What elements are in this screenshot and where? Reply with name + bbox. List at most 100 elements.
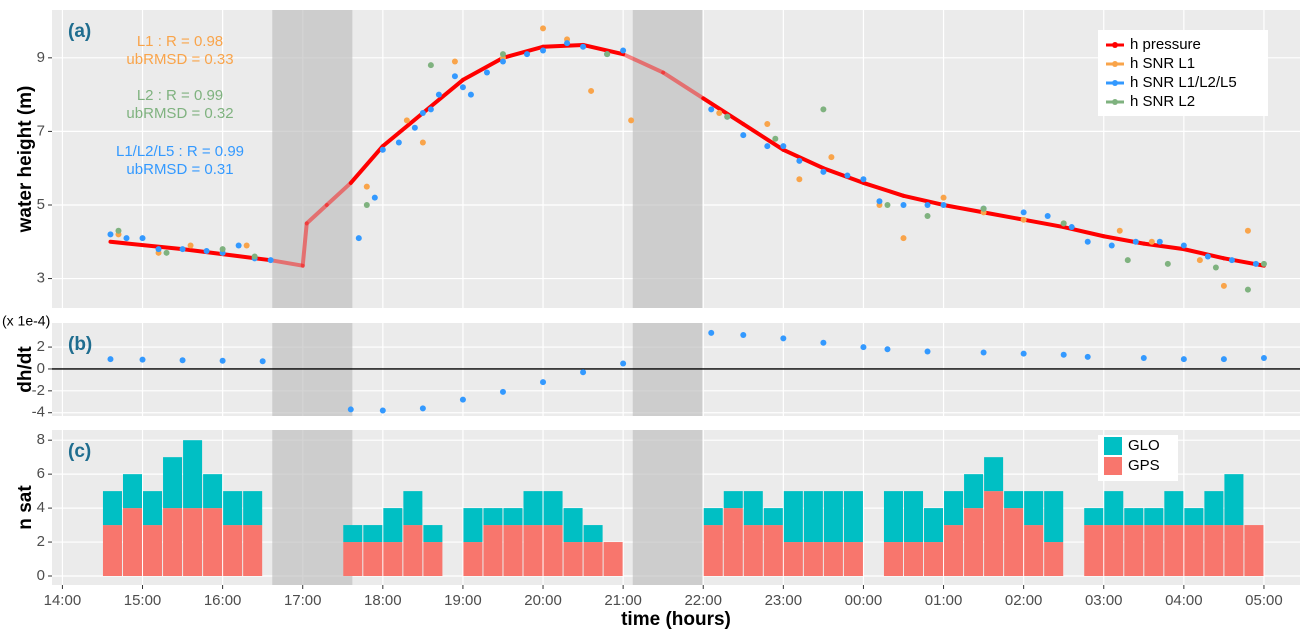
point (876, 198, 883, 205)
bar-segment (183, 508, 203, 577)
point (1044, 213, 1051, 220)
point (403, 117, 410, 124)
point (940, 201, 947, 208)
point (540, 379, 547, 386)
bar-segment (423, 525, 443, 543)
point (764, 143, 771, 150)
x-tick-label: 16:00 (204, 592, 242, 609)
pressure-line (1181, 247, 1226, 261)
point (540, 25, 547, 32)
point (267, 257, 274, 264)
pressure-line (941, 202, 986, 215)
bar-segment (703, 525, 723, 577)
y-tick-label: 8 (37, 431, 45, 448)
point (1228, 257, 1235, 264)
bar-segment (1084, 508, 1104, 526)
bar-segment (483, 525, 503, 577)
bar-segment (163, 457, 183, 509)
pressure-line (304, 202, 329, 226)
y-tick-label: 2 (37, 338, 45, 355)
bar-segment (964, 508, 984, 577)
bar-segment (843, 542, 863, 577)
point (123, 235, 130, 242)
y-axis-title: water height (m) (15, 86, 36, 234)
bar-segment (843, 491, 863, 543)
annotation: ubRMSD = 0.31 (126, 161, 233, 178)
bar-segment (1004, 508, 1024, 577)
bar-segment (463, 542, 483, 577)
legend-swatch (1104, 457, 1122, 475)
bar-segment (243, 525, 263, 577)
pressure-line (541, 42, 586, 49)
x-tick-label: 17:00 (284, 592, 322, 609)
point (1180, 356, 1187, 363)
bar-segment (343, 525, 363, 543)
bar-segment (122, 474, 143, 509)
point (499, 388, 506, 395)
pressure-line (324, 180, 353, 207)
x-tick-label: 22:00 (684, 592, 722, 609)
bar-segment (543, 525, 563, 577)
point (1020, 350, 1027, 357)
pressure-line (621, 52, 666, 75)
point (980, 205, 987, 212)
point (179, 246, 186, 253)
point (540, 47, 547, 54)
bar-segment (1044, 542, 1064, 577)
pressure-line (581, 42, 626, 57)
point (115, 227, 122, 234)
bar-segment (903, 542, 924, 577)
point (1124, 257, 1131, 264)
point (459, 396, 466, 403)
bar-segment (1144, 508, 1164, 526)
point (1020, 209, 1027, 216)
point (580, 369, 587, 376)
pressure-line (901, 193, 946, 207)
bar-segment (944, 491, 964, 526)
y-axis-title: dh/dt (15, 346, 36, 393)
point (1132, 238, 1139, 245)
point (1108, 242, 1115, 249)
point (219, 357, 226, 364)
pressure-line (861, 180, 906, 198)
panel-label: (b) (68, 334, 92, 355)
point (1068, 224, 1075, 231)
bar-segment (523, 491, 543, 526)
point (1148, 238, 1155, 245)
point (155, 246, 162, 253)
y-tick-label: 2 (37, 533, 45, 550)
y-tick-label: 7 (37, 122, 45, 139)
bar-segment (503, 508, 523, 526)
point (604, 51, 611, 58)
bar-segment (1204, 491, 1224, 526)
point (1180, 242, 1187, 249)
bar-segment (203, 508, 223, 577)
point (900, 201, 907, 208)
y-tick-label: 9 (37, 49, 45, 66)
point (628, 117, 635, 124)
bar-segment (203, 474, 223, 509)
y-tick-label: -2 (32, 382, 45, 399)
bar-segment (423, 542, 443, 577)
point (980, 349, 987, 356)
point (1220, 356, 1227, 363)
bar-segment (1024, 525, 1044, 577)
pressure-line (821, 166, 866, 185)
bar-segment (243, 491, 263, 526)
x-tick-label: 04:00 (1165, 592, 1203, 609)
point (900, 235, 907, 242)
x-tick-label: 18:00 (364, 592, 402, 609)
point (740, 332, 747, 339)
point (796, 157, 803, 164)
point (1260, 355, 1267, 362)
point (499, 51, 506, 58)
y-axis-title: n sat (15, 485, 36, 530)
bar-segment (883, 542, 903, 577)
point (716, 110, 723, 117)
point (820, 106, 827, 113)
point (564, 40, 571, 47)
point (1244, 286, 1251, 293)
bar-segment (703, 508, 723, 526)
point (419, 110, 426, 117)
point (940, 194, 947, 201)
